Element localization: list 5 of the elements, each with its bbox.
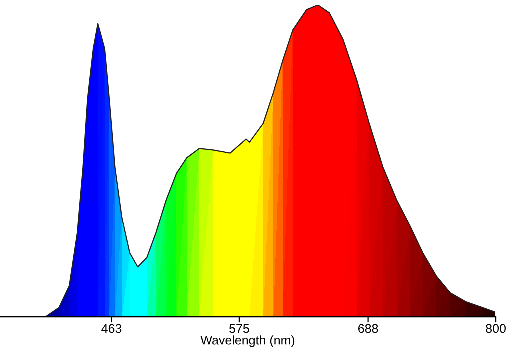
- x-tick-label: 688: [358, 324, 378, 334]
- x-tick-label: 800: [486, 324, 506, 334]
- x-tick-label: 575: [230, 324, 250, 334]
- x-tick-label: 463: [102, 324, 122, 334]
- x-axis-title: Wavelength (nm): [200, 336, 295, 348]
